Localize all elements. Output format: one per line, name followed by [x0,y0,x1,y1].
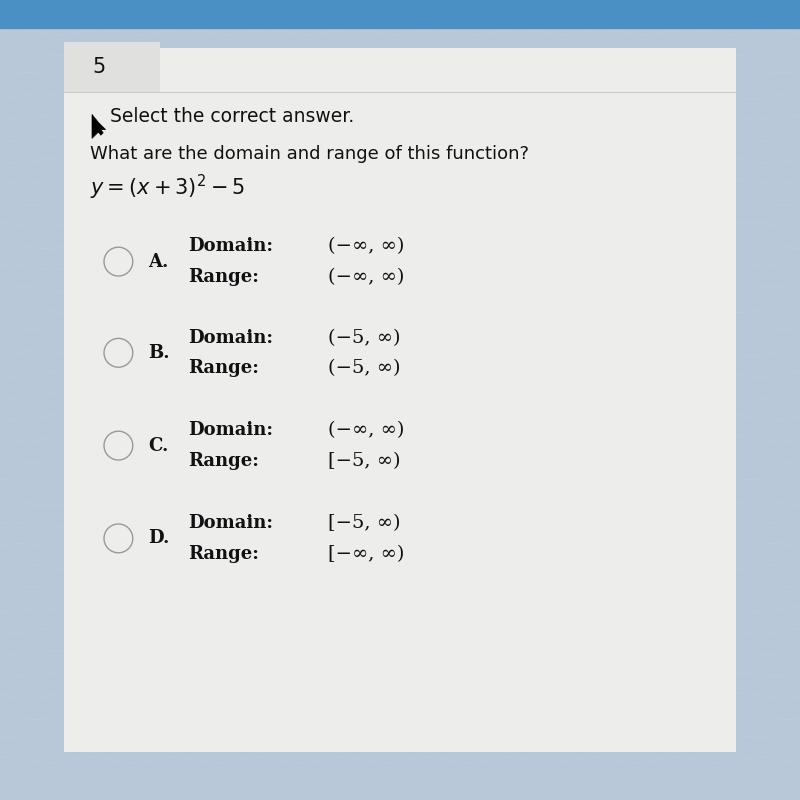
Text: Range:: Range: [188,359,259,377]
Bar [64,48,736,752]
Text: Select the correct answer.: Select the correct answer. [110,107,354,126]
Text: Range:: Range: [188,268,259,286]
Text: Domain:: Domain: [188,238,273,255]
Text: C.: C. [148,437,168,454]
Text: Domain:: Domain: [188,514,273,532]
Text: $y = (x + 3)^2 - 5$: $y = (x + 3)^2 - 5$ [90,173,245,202]
Text: (−∞, ∞): (−∞, ∞) [328,422,404,439]
Bar [64,42,160,92]
Text: Domain:: Domain: [188,329,273,346]
Text: What are the domain and range of this function?: What are the domain and range of this fu… [90,145,529,162]
Text: (−∞, ∞): (−∞, ∞) [328,238,404,255]
Text: [−5, ∞): [−5, ∞) [328,514,401,532]
Text: D.: D. [148,530,170,547]
Text: B.: B. [148,344,170,362]
Text: 5: 5 [92,57,106,77]
Text: Range:: Range: [188,452,259,470]
Text: (−5, ∞): (−5, ∞) [328,329,401,346]
Text: (−5, ∞): (−5, ∞) [328,359,401,377]
Text: [−5, ∞): [−5, ∞) [328,452,401,470]
Text: A.: A. [148,253,168,270]
Text: (−∞, ∞): (−∞, ∞) [328,268,404,286]
Text: Range:: Range: [188,545,259,562]
Text: Domain:: Domain: [188,422,273,439]
Bar [0,0,800,28]
Text: [−∞, ∞): [−∞, ∞) [328,545,404,562]
Polygon shape [92,114,106,138]
